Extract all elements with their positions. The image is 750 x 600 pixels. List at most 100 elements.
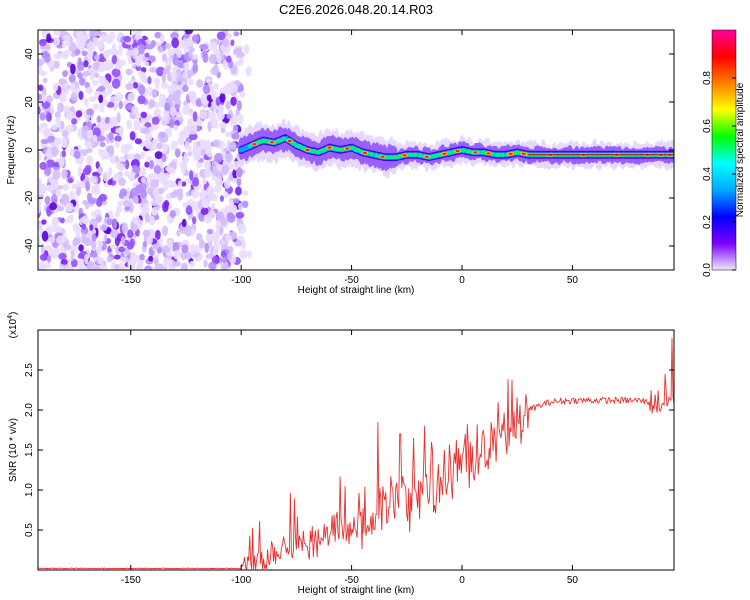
- noise-blob: [81, 215, 90, 225]
- noise-blob: [119, 256, 127, 263]
- noise-blob: [182, 70, 188, 80]
- noise-blob: [245, 66, 252, 77]
- noise-blob: [177, 189, 184, 201]
- noise-blob: [140, 111, 148, 119]
- noise-blob: [148, 98, 156, 108]
- noise-blob: [217, 39, 222, 46]
- noise-blob: [86, 155, 94, 166]
- noise-blob: [38, 105, 41, 115]
- noise-blob: [98, 94, 104, 104]
- colorbar-tick-label: 0.4: [702, 167, 713, 181]
- noise-blob: [84, 140, 92, 147]
- noise-blob: [145, 44, 154, 50]
- noise-blob: [198, 139, 207, 147]
- noise-blob: [220, 127, 226, 134]
- noise-blob: [134, 138, 143, 145]
- noise-blob: [237, 100, 242, 111]
- ridge-core-green: [352, 147, 361, 152]
- noise-blob: [188, 78, 194, 86]
- noise-blob: [77, 165, 82, 177]
- noise-blob: [38, 152, 42, 162]
- noise-blob: [92, 61, 101, 71]
- noise-blob: [147, 86, 153, 97]
- noise-blob: [231, 133, 240, 140]
- noise-blob: [236, 177, 242, 187]
- noise-blob: [211, 101, 216, 108]
- ridge-core-green: [247, 144, 253, 149]
- noise-blob: [82, 167, 91, 176]
- noise-blob: [46, 159, 55, 168]
- noise-blob: [124, 205, 131, 211]
- noise-blob: [219, 121, 227, 130]
- noise-blob: [39, 39, 47, 47]
- noise-blob: [40, 138, 49, 145]
- noise-blob: [184, 30, 194, 35]
- noise-blob: [211, 232, 220, 243]
- noise-blob: [181, 218, 187, 228]
- noise-blob: [201, 93, 208, 102]
- noise-blob: [59, 92, 67, 103]
- noise-blob: [60, 120, 65, 130]
- noise-blob: [53, 246, 60, 256]
- noise-blob: [98, 38, 104, 49]
- noise-blob: [101, 34, 111, 43]
- noise-blob: [108, 31, 116, 40]
- noise-blob: [213, 184, 222, 193]
- noise-blob: [126, 242, 134, 250]
- noise-blob: [162, 113, 171, 125]
- ridge-core-band: [516, 151, 520, 154]
- noise-blob: [198, 239, 205, 249]
- noise-blob: [207, 121, 212, 132]
- ridge-hotspot-core: [345, 147, 350, 150]
- noise-blob: [38, 235, 41, 247]
- noise-blob: [41, 219, 47, 225]
- noise-blob: [236, 167, 243, 178]
- noise-blob: [134, 195, 139, 205]
- noise-blob: [181, 181, 187, 187]
- noise-blob: [212, 249, 218, 255]
- noise-blob: [140, 176, 147, 184]
- noise-blob: [144, 52, 150, 58]
- noise-blob: [93, 183, 100, 192]
- noise-blob: [77, 72, 83, 80]
- noise-blob: [166, 65, 171, 72]
- noise-blob: [237, 223, 247, 234]
- noise-blob: [62, 34, 71, 42]
- noise-blob: [93, 72, 100, 79]
- noise-blob: [97, 57, 107, 63]
- noise-blob: [62, 70, 68, 78]
- noise-blob: [65, 40, 72, 47]
- noise-blob: [81, 125, 89, 132]
- noise-blob: [52, 37, 61, 47]
- noise-blob: [111, 54, 118, 65]
- noise-blob: [161, 225, 169, 237]
- noise-blob: [144, 265, 152, 270]
- noise-blob: [41, 129, 51, 136]
- ridge-hotspot-core: [508, 152, 513, 155]
- noise-blob: [102, 260, 107, 266]
- noise-blob: [98, 148, 103, 156]
- noise-blob: [53, 53, 61, 60]
- colorbar-ticks: 0.0 0.2 0.4 0.6 0.8: [702, 71, 736, 277]
- noise-blob: [189, 243, 196, 255]
- noise-blob: [153, 257, 159, 266]
- noise-blob: [44, 195, 51, 205]
- spectrogram-noise-layer: [38, 30, 252, 270]
- noise-blob: [92, 134, 98, 143]
- noise-blob: [53, 30, 61, 37]
- ridge-core-green: [281, 136, 287, 141]
- noise-blob: [199, 111, 208, 120]
- noise-blob: [56, 188, 62, 197]
- noise-blob: [234, 47, 243, 55]
- snr-x-tick-label: -100: [231, 575, 251, 586]
- ridge-core-green: [275, 138, 283, 143]
- noise-blob: [69, 148, 75, 157]
- noise-blob: [225, 55, 232, 63]
- noise-blob: [127, 229, 134, 239]
- noise-blob: [114, 264, 120, 270]
- spectrogram-y-tick-label: -20: [24, 190, 35, 205]
- noise-blob: [189, 260, 195, 268]
- noise-blob: [169, 210, 176, 218]
- noise-blob: [109, 155, 117, 164]
- noise-blob: [92, 103, 100, 110]
